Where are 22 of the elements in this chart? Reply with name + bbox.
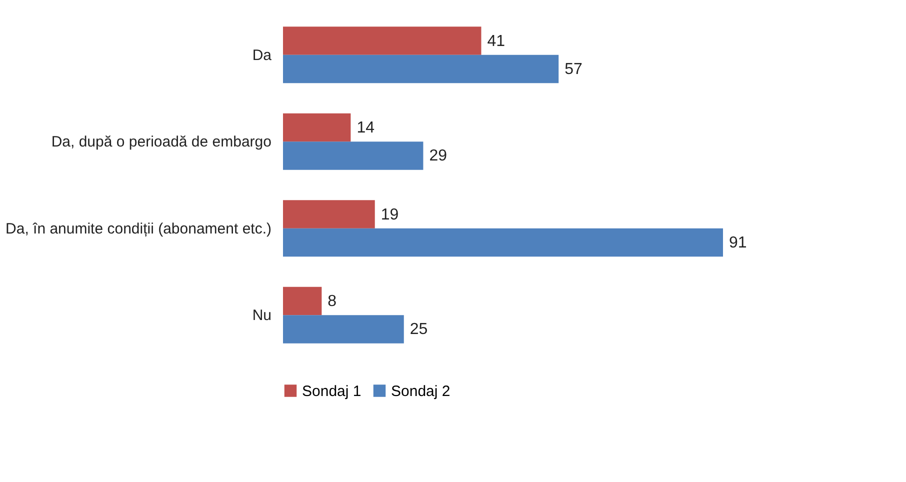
y-tick-label: Da [252,46,272,64]
bar [283,54,559,84]
y-tick-label: Nu [252,307,272,324]
data-label: 25 [410,321,428,338]
y-tick-label: Da, după o perioadă de embargo [51,134,272,151]
bar [283,26,482,55]
data-label: 8 [328,293,337,310]
y-tick-label: Da, în anumite condiții (abonament etc.) [6,220,272,238]
bar [283,228,723,257]
data-label: 29 [429,148,448,165]
data-label: 14 [356,120,375,137]
data-label: 57 [564,60,583,78]
bar [283,113,351,142]
bar [283,142,424,170]
data-label: 19 [380,206,399,224]
legend-label: Sondaj 2 [391,382,450,400]
data-label: 41 [487,32,506,50]
bar [283,286,322,316]
legend-label: Sondaj 1 [302,382,362,400]
bar [283,200,375,228]
data-label: 91 [729,234,747,252]
bar [283,315,404,344]
